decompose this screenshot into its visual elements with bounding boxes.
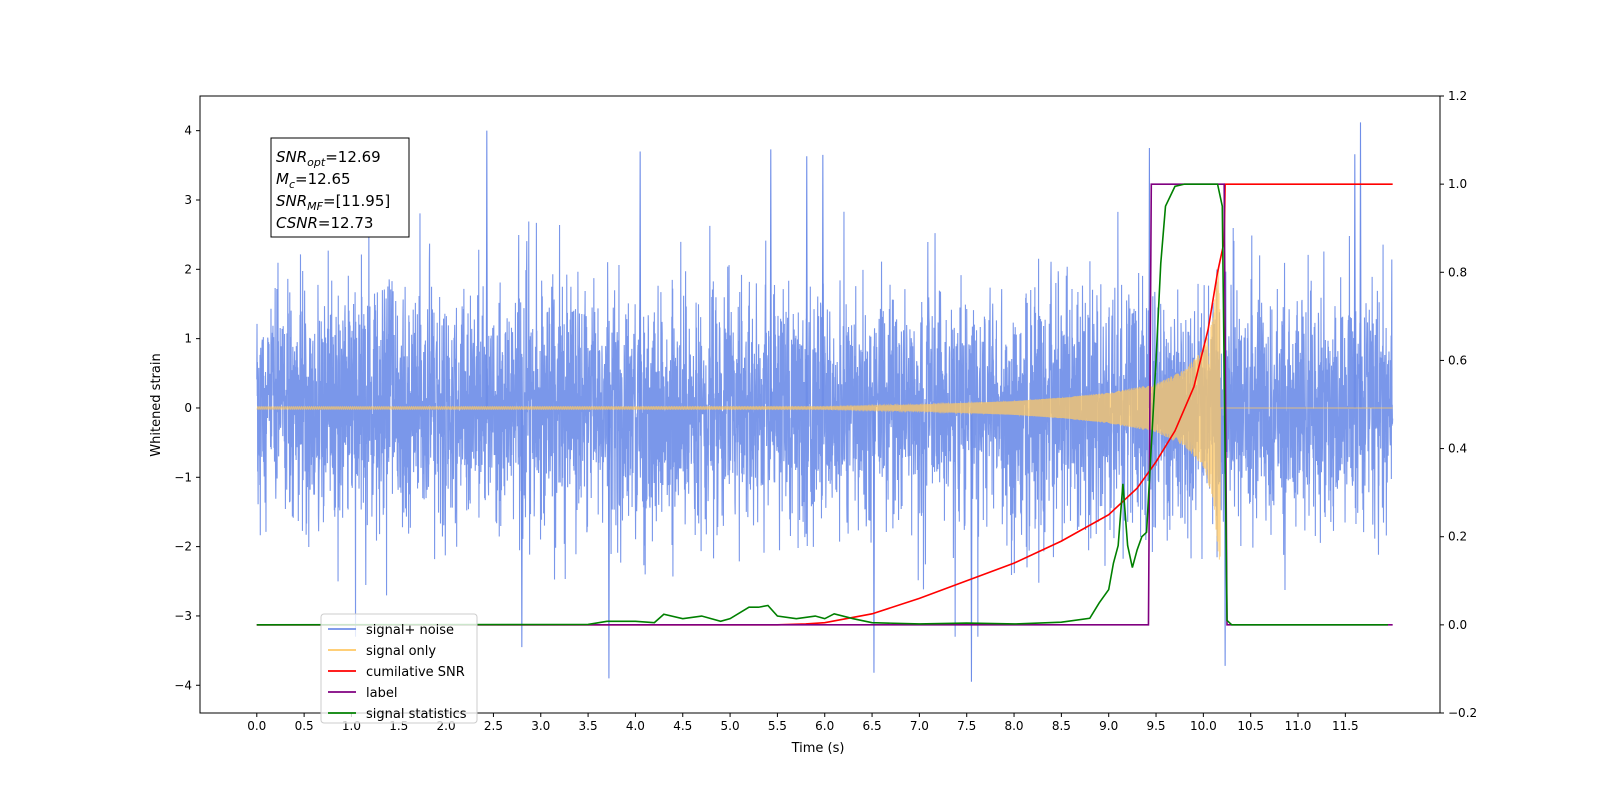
signal-noise-peak	[872, 407, 876, 673]
annotation-symbol: M	[276, 170, 289, 188]
y-right-tick-label: 1.2	[1448, 89, 1467, 103]
annotation-subscript: MF	[307, 200, 323, 213]
y-left-tick-label: 2	[184, 262, 192, 276]
annotation-value: =12.69	[325, 148, 381, 166]
y-axis-right: −0.2 0.0 0.2 0.4 0.6 0.8 1.0 1.2	[1440, 89, 1477, 720]
x-axis-label: Time (s)	[791, 741, 845, 756]
signal-noise-peak	[970, 407, 973, 682]
annotation-line: CSNR=12.73	[276, 214, 373, 232]
stats-annotation-box: SNRopt=12.69Mc=12.65SNRMF=[11.95]CSNR=12…	[270, 137, 410, 238]
x-tick-label: 7.5	[957, 719, 976, 733]
annotation-line: SNRopt=12.69	[276, 148, 381, 169]
signal-noise-peak	[607, 407, 611, 679]
x-tick-label: 3.0	[531, 719, 550, 733]
annotation-value: =12.73	[318, 214, 374, 232]
traces	[256, 122, 1394, 682]
signal-noise-peak	[1353, 154, 1356, 408]
x-tick-label: 5.0	[721, 719, 740, 733]
y-left-tick-label: 0	[184, 401, 192, 415]
signal-noise-peak	[485, 130, 488, 408]
signal-only-line	[256, 266, 1393, 560]
x-tick-label: 5.5	[768, 719, 787, 733]
signal-noise-peak	[639, 151, 642, 408]
y-left-tick-label: 1	[184, 332, 192, 346]
annotation-subscript: c	[289, 178, 295, 191]
annotation-value: =[11.95]	[323, 192, 390, 210]
y-axis-left: −4 −3 −2 −1 0 1 2 3 4	[174, 124, 200, 692]
x-tick-label: 6.0	[815, 719, 834, 733]
legend: signal+ noise signal only cumilative SNR la…	[320, 613, 478, 724]
annotation-symbol: CSNR	[276, 214, 318, 232]
annotation-value: =12.65	[295, 170, 351, 188]
y-right-tick-label: 1.0	[1448, 177, 1467, 191]
y-left-tick-label: 4	[184, 124, 192, 138]
y-left-tick-label: −1	[174, 470, 192, 484]
y-left-tick-label: −2	[174, 540, 192, 554]
signal-noise-peak	[769, 149, 772, 408]
annotation-symbol: SNR	[276, 192, 307, 210]
y-right-tick-label: 0.8	[1448, 265, 1467, 279]
legend-label: signal only	[366, 644, 436, 659]
y-left-tick-label: −4	[174, 678, 192, 692]
x-tick-label: 10.5	[1237, 719, 1264, 733]
y-right-tick-label: 0.6	[1448, 353, 1467, 367]
signal-noise-peak	[805, 156, 808, 408]
series-signal-noise	[256, 122, 1394, 682]
x-tick-label: 8.0	[1004, 719, 1023, 733]
annotation-symbol: SNR	[276, 148, 307, 166]
x-tick-label: 9.5	[1146, 719, 1165, 733]
x-tick-label: 11.0	[1285, 719, 1312, 733]
x-tick-label: 4.0	[626, 719, 645, 733]
legend-label: label	[366, 686, 397, 701]
x-tick-label: 2.5	[484, 719, 503, 733]
x-tick-label: 10.0	[1190, 719, 1217, 733]
y-right-tick-label: 0.2	[1448, 530, 1467, 544]
series-cumulative-snr	[256, 183, 1393, 626]
y-right-tick-label: −0.2	[1448, 706, 1477, 720]
x-tick-label: 8.5	[1052, 719, 1071, 733]
annotation-frame	[270, 137, 410, 238]
x-tick-label: 4.5	[673, 719, 692, 733]
x-tick-label: 7.0	[910, 719, 929, 733]
x-tick-label: 11.5	[1332, 719, 1359, 733]
legend-label: cumilative SNR	[366, 665, 465, 680]
y-right-tick-label: 0.0	[1448, 618, 1467, 632]
x-tick-label: 0.0	[247, 719, 266, 733]
legend-label: signal+ noise	[366, 623, 454, 638]
y-right-tick-label: 0.4	[1448, 442, 1467, 456]
annotation-line: Mc=12.65	[276, 170, 351, 191]
series-signal-only	[256, 266, 1393, 560]
signal-noise-peak	[1359, 122, 1362, 408]
x-tick-label: 9.0	[1099, 719, 1118, 733]
legend-frame	[320, 613, 478, 724]
annotation-subscript: opt	[307, 156, 326, 169]
annotation-line: SNRMF=[11.95]	[276, 192, 390, 213]
y-axis-label: Whitened strain	[149, 353, 164, 456]
y-left-tick-label: 3	[184, 193, 192, 207]
signal-noise-peak	[520, 407, 523, 648]
x-axis: 0.0 0.5 1.0 1.5 2.0 2.5 3.0 3.5 4.0 4.5 5.0 5.5 6.0 6…	[247, 713, 1359, 733]
x-tick-label: 6.5	[863, 719, 882, 733]
x-tick-label: 0.5	[295, 719, 314, 733]
x-tick-label: 3.5	[579, 719, 598, 733]
y-left-tick-label: −3	[174, 609, 192, 623]
legend-label: signal statistics	[366, 707, 467, 722]
series-signal-statistics	[256, 183, 1388, 626]
plot-frame	[199, 95, 1441, 714]
signal-noise-peak	[821, 154, 824, 408]
